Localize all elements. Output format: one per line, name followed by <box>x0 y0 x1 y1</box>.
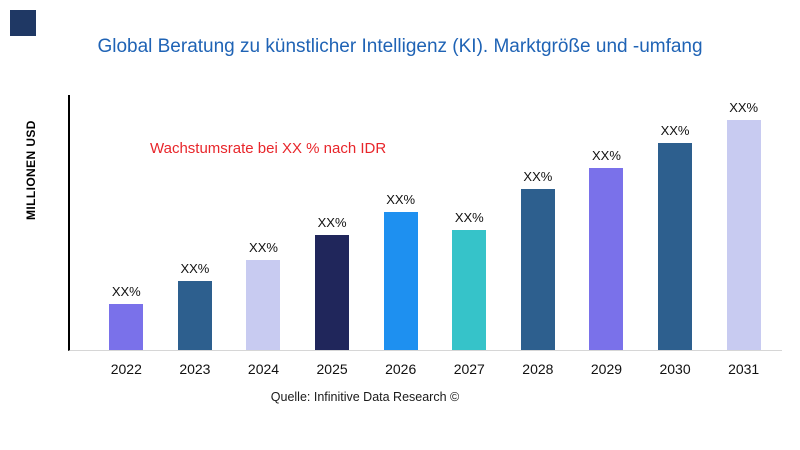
bar-value-label: XX% <box>180 261 210 276</box>
bars-container: XX% 2022 XX% 2023 XX% 2024 XX% 2025 XX% 2026 XX% 20… <box>92 95 778 377</box>
bar-2024 <box>246 260 281 350</box>
bar-2025 <box>315 235 350 350</box>
bar-value-label: XX% <box>317 215 347 230</box>
x-axis-label-2022: 2022 <box>110 361 142 377</box>
bar-column-2026: XX% 2026 <box>366 95 435 377</box>
bar-value-label: XX% <box>111 284 141 299</box>
y-axis-label: MILLIONEN USD <box>24 120 38 220</box>
bar-column-2023: XX% 2023 <box>161 95 230 377</box>
bar-2030 <box>658 143 693 350</box>
x-axis-label-2026: 2026 <box>385 361 417 377</box>
source-caption: Quelle: Infinitive Data Research © <box>270 390 460 404</box>
x-axis-label-2031: 2031 <box>728 361 760 377</box>
bar-column-2029: XX% 2029 <box>572 95 641 377</box>
bar-value-label: XX% <box>386 192 416 207</box>
brand-logo <box>10 10 36 36</box>
bar-value-label: XX% <box>592 148 621 163</box>
bar-column-2022: XX% 2022 <box>92 95 161 377</box>
bar-value-label: XX% <box>523 169 553 184</box>
growth-rate-annotation: Wachstumsrate bei XX % nach IDR <box>150 140 387 157</box>
chart-title: Global Beratung zu künstlicher Intellige… <box>97 36 703 57</box>
x-axis-label-2025: 2025 <box>316 361 348 377</box>
plot-area: XX% 2022 XX% 2023 XX% 2024 XX% 2025 XX% 2026 XX% 20… <box>68 95 782 377</box>
bar-column-2030: XX% 2030 <box>641 95 710 377</box>
bar-column-2024: XX% 2024 <box>229 95 298 377</box>
bar-value-label: XX% <box>249 240 278 255</box>
bar-2022 <box>109 304 144 350</box>
x-axis-label-2024: 2024 <box>247 361 280 377</box>
x-axis-label-2027: 2027 <box>453 361 485 377</box>
bar-value-label: XX% <box>454 210 484 225</box>
bar-2031 <box>726 120 761 350</box>
bar-column-2031: XX% 2031 <box>709 95 778 377</box>
bar-2027 <box>452 230 487 350</box>
bar-2029 <box>589 168 624 350</box>
x-axis-label-2028: 2028 <box>522 361 554 377</box>
bar-2028 <box>520 189 555 350</box>
bar-2026 <box>383 212 418 350</box>
bar-2023 <box>177 281 212 350</box>
bar-column-2028: XX% 2028 <box>504 95 573 377</box>
bar-value-label: XX% <box>729 100 759 115</box>
x-axis-label-2030: 2030 <box>659 361 691 377</box>
x-axis-label-2029: 2029 <box>590 361 623 377</box>
bar-value-label: XX% <box>660 123 690 138</box>
x-axis-label-2023: 2023 <box>179 361 211 377</box>
bar-column-2025: XX% 2025 <box>298 95 367 377</box>
bar-column-2027: XX% 2027 <box>435 95 504 377</box>
